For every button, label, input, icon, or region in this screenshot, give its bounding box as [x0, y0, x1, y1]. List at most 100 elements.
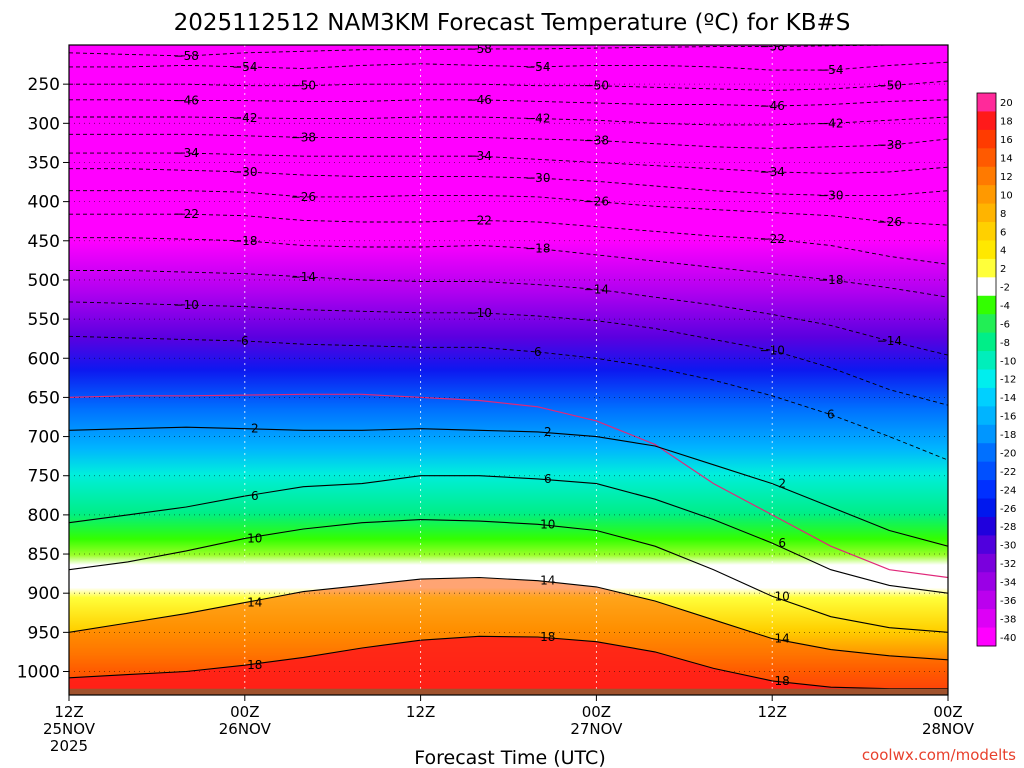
isotherm-label: −10 [760, 343, 785, 357]
isotherm-line [69, 335, 948, 461]
isotherm-label: −58 [174, 49, 199, 63]
y-tick-label: 800 [28, 506, 60, 526]
isotherm-label: −54 [232, 60, 257, 74]
colorbar-label: -26 [1000, 504, 1016, 515]
warm-isotherm-line [69, 576, 948, 661]
colorbar-swatch [977, 185, 996, 205]
warm-core-hot [69, 636, 948, 695]
isotherm-label: −58 [760, 40, 785, 54]
colorbar-swatch [977, 535, 996, 555]
x-tick-label: 25NOV [43, 720, 96, 738]
colorbar-label: -30 [1000, 541, 1016, 552]
colorbar-swatch [977, 332, 996, 352]
warm-isotherm-label: 2 [544, 425, 552, 439]
x-tick-label: 00Z [933, 703, 962, 721]
colorbar-swatch [977, 498, 996, 518]
colorbar-swatch [977, 111, 996, 131]
colorbar-swatch [977, 609, 996, 629]
warm-isotherm-label: 6 [778, 536, 786, 550]
colorbar-label: -18 [1000, 430, 1016, 441]
y-tick-label: 750 [28, 467, 60, 487]
colorbar-label: 4 [1000, 246, 1006, 257]
isotherm-label: −42 [818, 116, 843, 130]
chart-title: 2025112512 NAM3KM Forecast Temperature (… [174, 10, 851, 36]
isotherm-label: −26 [584, 195, 609, 209]
x-tick-label: 2025 [50, 737, 88, 755]
warm-isotherm-label: 10 [540, 517, 555, 531]
surface-ground [69, 688, 948, 695]
colorbar: 20 18 16 14 12 10 8 6 4 2 -2 -4 -6 -8 -10 -12 -14 -16 -18 -… [976, 92, 1016, 647]
colorbar-swatch [977, 93, 996, 112]
y-tick-label: 300 [28, 114, 60, 134]
isotherm-label: −42 [232, 111, 257, 125]
isotherm-contours: −58 −58 −58 −54 −54 −54 −50 −50 −50 −46 −46 −46 −42 −… [69, 40, 948, 690]
y-tick-label: 400 [28, 193, 60, 213]
y-axis: 250 300 350 400 450 500 550 600 650 700 750 800 850 9… [17, 75, 69, 683]
x-tick-label: 12Z [406, 703, 435, 721]
colorbar-frame [976, 92, 997, 647]
warm-isotherm-line [69, 519, 948, 633]
colorbar-label: 8 [1000, 209, 1006, 220]
isotherm-label: −14 [291, 270, 316, 284]
warm-isotherm-label: 6 [251, 489, 259, 503]
isotherm-label: −42 [525, 112, 550, 126]
y-tick-label: 350 [28, 153, 60, 173]
plot-area: −58 −58 −58 −54 −54 −54 −50 −50 −50 −46 −46 −46 −42 −… [69, 40, 948, 695]
isotherm-label: −38 [291, 130, 316, 144]
y-tick-label: 1000 [17, 663, 60, 683]
y-tick-label: 950 [28, 623, 60, 643]
isotherm-line [69, 301, 948, 406]
colorbar-label: -32 [1000, 559, 1016, 570]
colorbar-label: -2 [1000, 283, 1010, 294]
colorbar-swatch [977, 258, 996, 278]
colorbar-label: -34 [1000, 577, 1016, 588]
warm-isotherm-label: 2 [778, 477, 786, 491]
colorbar-swatch [977, 166, 996, 186]
isotherm-label: −54 [818, 63, 843, 77]
warm-isotherm-label: 18 [540, 630, 555, 644]
y-tick-label: 700 [28, 428, 60, 448]
isotherm-label: −34 [760, 165, 785, 179]
colorbar-swatch [977, 203, 996, 223]
y-tick-label: 450 [28, 232, 60, 252]
isotherm-label: −22 [174, 207, 199, 221]
colorbar-swatch [977, 516, 996, 536]
plot-frame [68, 44, 949, 696]
x-tick-label: 00Z [230, 703, 259, 721]
colorbar-label: 14 [1000, 154, 1013, 165]
y-tick-label: 550 [28, 310, 60, 330]
colorbar-swatch [977, 480, 996, 500]
isotherm-label: −22 [467, 213, 492, 227]
freezing-band [69, 393, 948, 579]
warm-isotherm-label: 14 [775, 632, 790, 646]
isotherm-label: −14 [877, 334, 902, 348]
warm-isotherm-label: 14 [247, 596, 262, 610]
colorbar-swatch [977, 240, 996, 260]
colorbar-label: -38 [1000, 614, 1016, 625]
isotherm-label: −38 [584, 134, 609, 148]
isotherm-label: 6 [241, 334, 249, 348]
isotherm-label: −30 [232, 165, 257, 179]
isotherm-label: −26 [877, 215, 902, 229]
colorbar-label: -28 [1000, 522, 1016, 533]
isotherm-label: −22 [760, 232, 785, 246]
y-tick-label: 850 [28, 545, 60, 565]
colorbar-label: -6 [1000, 319, 1010, 330]
colorbar-swatch [977, 314, 996, 334]
colorbar-label: 16 [1000, 135, 1013, 146]
x-tick-label: 12Z [758, 703, 787, 721]
isotherm-label: −18 [525, 242, 550, 256]
warm-isotherm-line [69, 635, 948, 690]
colorbar-label: 2 [1000, 264, 1006, 275]
y-tick-label: 600 [28, 349, 60, 369]
colorbar-label: -40 [1000, 633, 1016, 644]
isotherm-label: −14 [584, 282, 609, 296]
isotherm-label: −50 [291, 79, 316, 93]
isotherm-label: −50 [584, 79, 609, 93]
colorbar-label: -10 [1000, 356, 1016, 367]
x-tick-label: 00Z [582, 703, 611, 721]
colorbar-swatch [977, 406, 996, 426]
warm-isotherm-label: 10 [775, 589, 790, 603]
